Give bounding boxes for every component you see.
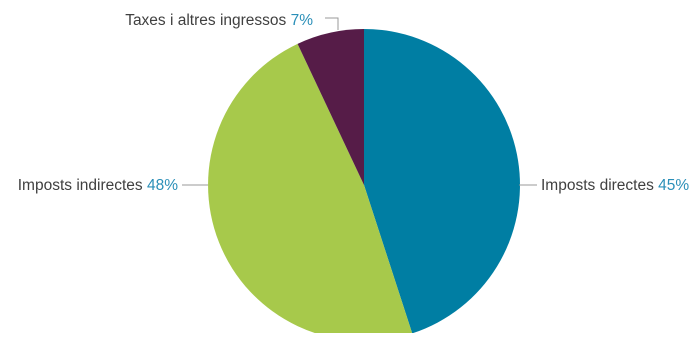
pie-slice-1 [364,29,520,334]
slice-label-1: Imposts directes 45% [541,177,689,194]
slice-label-2: Imposts indirectes 48% [18,177,178,194]
leader-line-3 [325,17,339,30]
slice-value-3: 7% [291,12,314,29]
slice-name-3: Taxes i altres ingressos [125,12,290,29]
pie-slice-3 [297,29,364,185]
slice-name-2: Imposts indirectes [18,177,147,194]
slice-name-1: Imposts directes [541,177,658,194]
pie-slice-2 [208,43,413,338]
slice-value-2: 48% [147,177,178,194]
slice-value-1: 45% [658,177,689,194]
slice-label-3: Taxes i altres ingressos 7% [125,12,313,29]
